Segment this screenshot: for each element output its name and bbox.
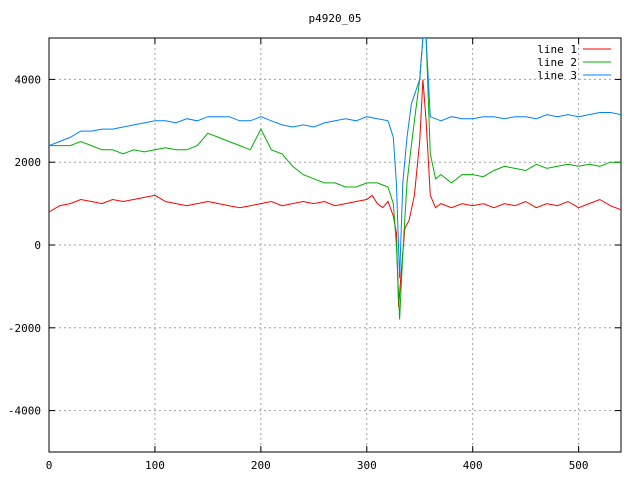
y-tick-label: -4000 <box>8 405 41 418</box>
y-tick-label: 4000 <box>15 73 42 86</box>
legend-label: line 2 <box>537 56 577 69</box>
x-tick-label: 400 <box>463 459 483 472</box>
series-line-1 <box>49 79 621 308</box>
y-tick-label: 2000 <box>15 156 42 169</box>
series-lines <box>49 38 621 320</box>
x-tick-label: 200 <box>251 459 271 472</box>
series-line-3 <box>49 38 621 279</box>
grid <box>48 38 621 452</box>
y-tick-label: 0 <box>34 239 41 252</box>
series-line-2 <box>49 38 621 320</box>
y-tick-label: -2000 <box>8 322 41 335</box>
x-tick-label: 300 <box>357 459 377 472</box>
chart-title: p4920_05 <box>309 12 362 25</box>
y-axis-tick-labels: -4000 -2000 0 2000 4000 <box>8 73 41 417</box>
legend-label: line 1 <box>537 43 577 56</box>
x-tick-label: 0 <box>46 459 53 472</box>
x-tick-label: 500 <box>569 459 589 472</box>
x-axis-tick-labels: 0 100 200 300 400 500 <box>46 459 589 472</box>
x-tick-label: 100 <box>145 459 165 472</box>
legend-label: line 3 <box>537 69 577 82</box>
